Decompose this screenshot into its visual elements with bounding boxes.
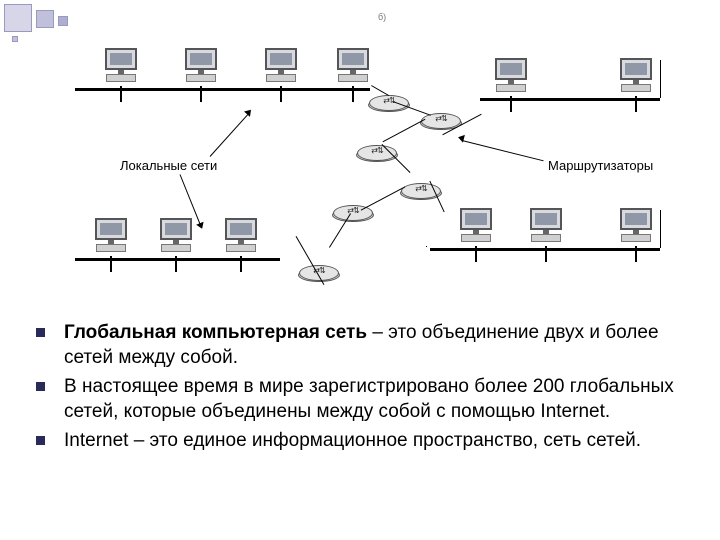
bullet-item: Глобальная компьютерная сеть – это объед… (30, 320, 690, 370)
router-icon: ⇄⇅ (332, 208, 374, 222)
pc-icon (525, 208, 567, 248)
pc-icon (180, 48, 222, 88)
pc-icon (90, 218, 132, 258)
pc-icon (100, 48, 142, 88)
bullet-item: В настоящее время в мире зарегистрирован… (30, 374, 690, 424)
label-local-nets: Локальные сети (120, 158, 217, 173)
pc-icon (155, 218, 197, 258)
bullet-text: В настоящее время в мире зарегистрирован… (64, 376, 674, 422)
bullet-text: Internet – это единое информационное про… (64, 430, 641, 451)
bus-right-top (480, 98, 660, 101)
label-routers: Маршрутизаторы (548, 158, 653, 173)
figure-marker: б) (378, 12, 386, 22)
bullet-item: Internet – это единое информационное про… (30, 428, 690, 453)
network-diagram: б) ⇄⇅⇄⇅⇄⇅⇄⇅⇄⇅⇄⇅ Локальные сети Маршрутиз… (60, 30, 670, 310)
pc-icon (455, 208, 497, 248)
pc-icon (332, 48, 374, 88)
bullet-list: Глобальная компьютерная сеть – это объед… (30, 320, 690, 457)
bus-left-bottom (75, 258, 280, 261)
pc-icon (615, 58, 657, 98)
pc-icon (260, 48, 302, 88)
bullet-bold: Глобальная компьютерная сеть (64, 322, 367, 343)
pc-icon (615, 208, 657, 248)
pc-icon (220, 218, 262, 258)
pc-icon (490, 58, 532, 98)
